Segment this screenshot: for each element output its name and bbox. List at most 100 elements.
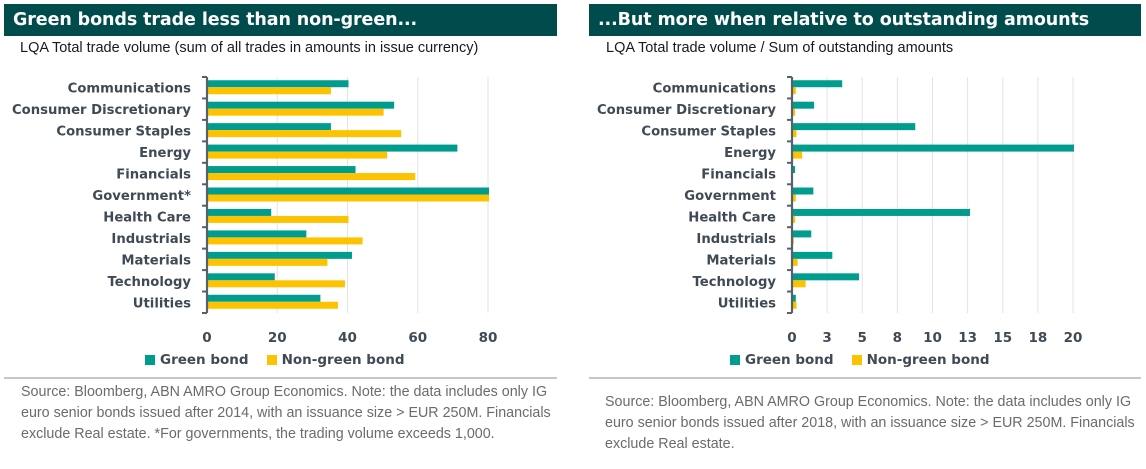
left-source-divider	[4, 377, 557, 379]
bar-green-bond-financials	[793, 166, 796, 174]
bar-green-bond-consumer-discretionary	[208, 101, 395, 109]
x-tick-label: 20	[1064, 330, 1083, 346]
category-label-energy: Energy	[724, 146, 776, 161]
bar-non-green-bond-government	[793, 194, 796, 202]
bar-non-green-bond-health-care	[208, 215, 349, 223]
legend-label-green-bond: Green bond	[745, 352, 834, 368]
category-label-consumer-discretionary: Consumer Discretionary	[12, 103, 191, 118]
bar-green-bond-health-care	[793, 208, 971, 216]
category-label-utilities: Utilities	[133, 296, 191, 311]
bar-non-green-bond-industrials	[208, 237, 363, 245]
bar-non-green-bond-energy	[793, 151, 803, 159]
left-source-note: Source: Bloomberg, ABN AMRO Group Econom…	[21, 384, 551, 442]
bar-green-bond-technology	[793, 273, 860, 281]
category-label-government: Government*	[92, 189, 191, 204]
category-label-materials: Materials	[706, 253, 776, 268]
category-label-consumer-staples: Consumer Staples	[56, 125, 191, 140]
bar-green-bond-health-care	[208, 208, 272, 216]
bar-non-green-bond-consumer-discretionary	[208, 108, 384, 116]
category-label-financials: Financials	[701, 168, 776, 183]
non-green-bond-swatch-icon	[851, 355, 862, 365]
x-tick-label: 60	[408, 330, 427, 346]
x-tick-label: 10	[923, 330, 942, 346]
category-label-health-care: Health Care	[103, 210, 191, 225]
category-label-communications: Communications	[653, 82, 777, 97]
bar-non-green-bond-consumer-staples	[793, 130, 797, 138]
x-tick-label: 18	[1028, 330, 1047, 346]
bar-green-bond-financials	[208, 166, 356, 174]
bar-non-green-bond-industrials	[793, 237, 794, 245]
right-chart-panel: ...But more when relative to outstanding…	[575, 0, 1146, 469]
category-label-industrials: Industrials	[696, 232, 776, 247]
right-bar-chart: Communications Consumer Discretionary Cons…	[597, 76, 1083, 346]
legend-item-green-bond: Green bond	[145, 352, 249, 368]
left-bar-chart: Communications Consumer Discretionary Cons…	[12, 76, 498, 346]
x-tick-label: 15	[993, 330, 1012, 346]
bar-green-bond-energy	[793, 144, 1074, 152]
bar-non-green-bond-financials	[208, 173, 416, 181]
right-source-note: Source: Bloomberg, ABN AMRO Group Econom…	[605, 394, 1135, 452]
bar-non-green-bond-consumer-staples	[208, 130, 402, 138]
category-label-consumer-discretionary: Consumer Discretionary	[597, 103, 776, 118]
category-label-government: Government	[684, 189, 776, 204]
category-label-technology: Technology	[693, 275, 777, 290]
bar-non-green-bond-communications	[208, 87, 331, 95]
legend-label-green-bond: Green bond	[160, 352, 249, 368]
legend-item-green-bond: Green bond	[730, 352, 834, 368]
category-label-communications: Communications	[68, 82, 192, 97]
bar-green-bond-technology	[208, 273, 275, 281]
bar-green-bond-consumer-discretionary	[793, 101, 815, 109]
right-chart-title: ...But more when relative to outstanding…	[589, 4, 1141, 36]
bar-green-bond-consumer-staples	[793, 123, 916, 131]
bar-non-green-bond-utilities	[208, 301, 338, 309]
bar-green-bond-consumer-staples	[208, 123, 331, 131]
bar-non-green-bond-communications	[793, 87, 796, 95]
bar-green-bond-government	[793, 187, 814, 195]
x-tick-label: 40	[338, 330, 357, 346]
non-green-bond-swatch-icon	[266, 355, 277, 365]
bar-non-green-bond-technology	[793, 280, 806, 288]
right-chart-subtitle: LQA Total trade volume / Sum of outstand…	[606, 40, 954, 56]
x-tick-label: 0	[202, 330, 211, 346]
x-tick-label: 5	[858, 330, 867, 346]
left-chart-title: Green bonds trade less than non-green...	[4, 4, 557, 36]
bar-green-bond-energy	[208, 144, 458, 152]
left-chart-panel: Green bonds trade less than non-green...…	[4, 4, 557, 442]
bar-non-green-bond-health-care	[793, 215, 796, 223]
bar-green-bond-materials	[208, 251, 353, 259]
category-label-health-care: Health Care	[688, 210, 776, 225]
category-label-consumer-staples: Consumer Staples	[641, 125, 776, 140]
bar-green-bond-government	[208, 187, 489, 195]
category-label-industrials: Industrials	[111, 232, 191, 247]
legend-item-non-green-bond: Non-green bond	[266, 352, 405, 368]
legend-item-non-green-bond: Non-green bond	[851, 352, 990, 368]
bar-non-green-bond-materials	[793, 258, 798, 266]
x-tick-label: 80	[479, 330, 498, 346]
x-tick-label: 8	[893, 330, 902, 346]
legend-label-non-green-bond: Non-green bond	[866, 352, 990, 368]
bar-green-bond-industrials	[208, 230, 307, 238]
category-label-materials: Materials	[121, 253, 191, 268]
x-tick-label: 0	[787, 330, 796, 346]
bar-non-green-bond-utilities	[793, 301, 797, 309]
bar-non-green-bond-consumer-discretionary	[793, 108, 796, 116]
category-label-financials: Financials	[116, 168, 191, 183]
left-chart-subtitle: LQA Total trade volume (sum of all trade…	[20, 40, 479, 56]
green-bond-swatch-icon	[145, 355, 155, 365]
bar-green-bond-communications	[793, 80, 843, 88]
bar-non-green-bond-energy	[208, 151, 388, 159]
right-chart-legend: Green bond Non-green bond	[730, 352, 1008, 368]
x-tick-label: 20	[268, 330, 287, 346]
bar-green-bond-materials	[793, 251, 833, 259]
bar-green-bond-industrials	[793, 230, 812, 238]
category-label-energy: Energy	[139, 146, 191, 161]
left-chart-legend: Green bond Non-green bond	[145, 352, 423, 368]
bar-green-bond-utilities	[793, 294, 796, 302]
x-tick-label: 3	[822, 330, 831, 346]
category-label-utilities: Utilities	[718, 296, 776, 311]
legend-label-non-green-bond: Non-green bond	[281, 352, 405, 368]
bar-green-bond-utilities	[208, 294, 321, 302]
bar-non-green-bond-government	[208, 194, 489, 202]
bar-non-green-bond-technology	[208, 280, 345, 288]
x-tick-label: 13	[958, 330, 977, 346]
